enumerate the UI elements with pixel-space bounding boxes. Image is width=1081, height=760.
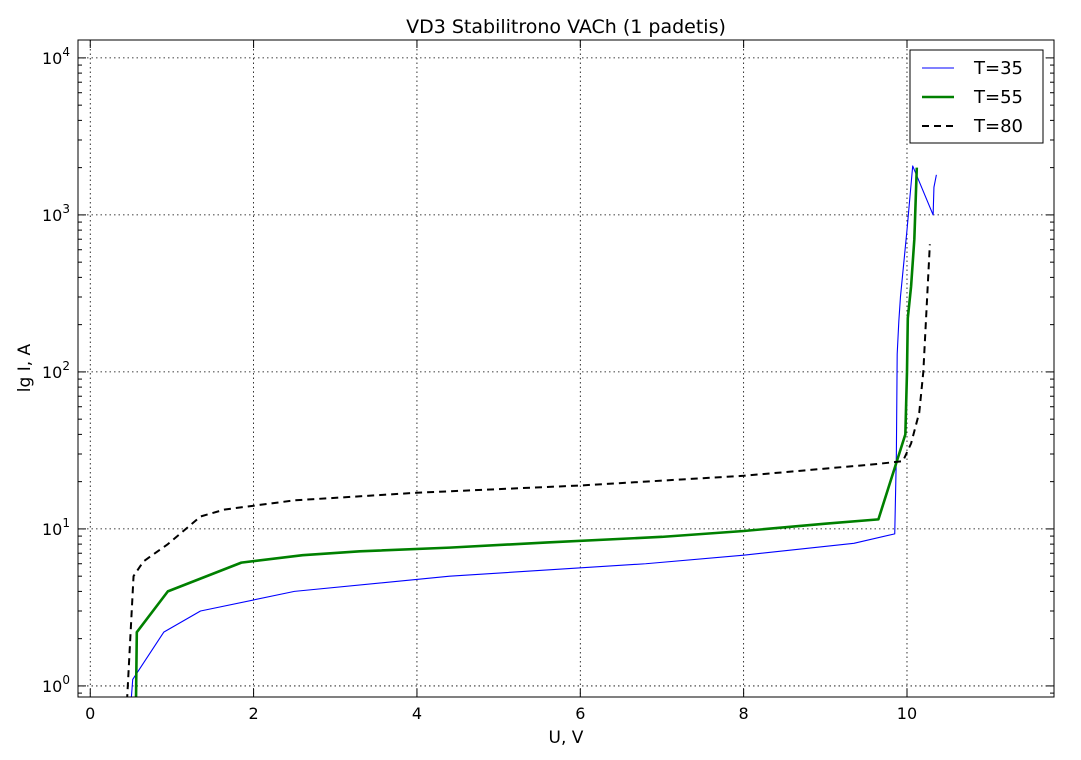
chart-title: VD3 Stabilitrono VACh (1 padetis) xyxy=(406,16,726,38)
legend-label: T=80 xyxy=(973,116,1023,137)
series-layer xyxy=(126,165,937,697)
x-tick-label: 10 xyxy=(897,704,917,723)
x-tick-label: 2 xyxy=(249,704,259,723)
legend-label: T=55 xyxy=(973,87,1023,108)
legend-label: T=35 xyxy=(973,58,1023,79)
grid xyxy=(78,40,1054,697)
y-tick-label: 101 xyxy=(42,516,70,539)
x-axis-label: U, V xyxy=(549,728,584,748)
y-tick-label: 102 xyxy=(42,359,70,382)
x-tick-label: 0 xyxy=(85,704,95,723)
series-line-t-35 xyxy=(130,165,937,697)
ticks: 0 2 4 6 8 10 100 101 102 103 104 xyxy=(42,40,1054,723)
y-tick-label: 104 xyxy=(42,45,70,68)
legend: T=35 T=55 T=80 xyxy=(909,49,1044,144)
series-line-t-55 xyxy=(134,167,919,697)
y-tick-label: 103 xyxy=(42,202,70,225)
y-axis-label: lg I, A xyxy=(15,343,35,392)
plot-frame xyxy=(77,39,1055,698)
series-line-t-80 xyxy=(126,244,931,697)
x-tick-label: 8 xyxy=(739,704,749,723)
x-tick-label: 6 xyxy=(575,704,585,723)
x-tick-label: 4 xyxy=(412,704,422,723)
y-tick-label: 100 xyxy=(42,673,70,696)
